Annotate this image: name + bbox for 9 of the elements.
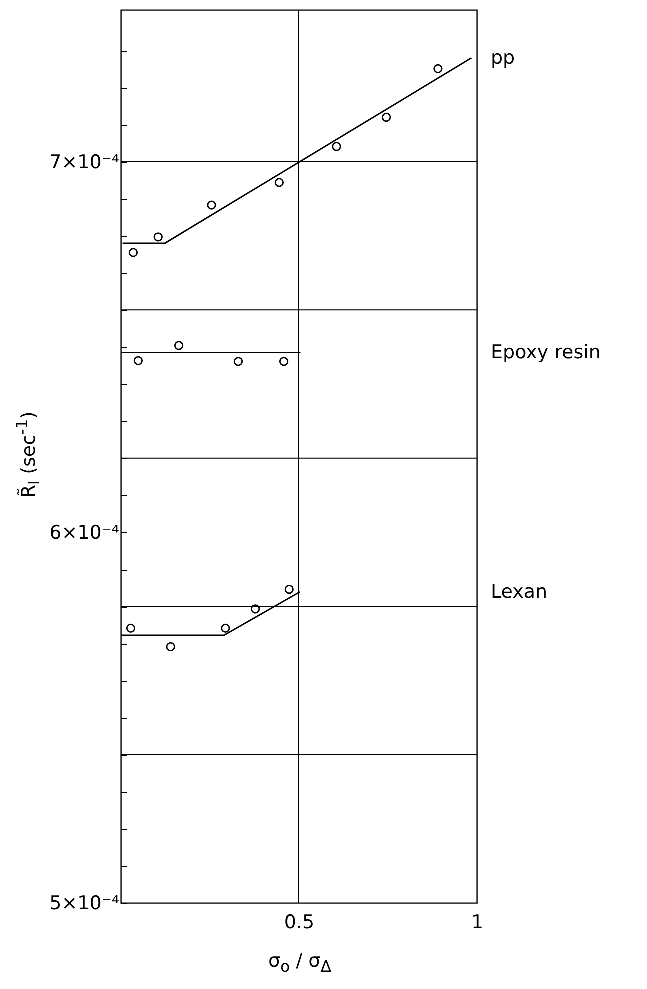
series-label: pp — [491, 47, 516, 70]
x-tick-label: 1 — [471, 912, 484, 934]
y-tick-label: 6×10⁻⁴ — [50, 522, 120, 544]
x-axis-title: σ$_{o}$ / σ$_{Δ}$ — [268, 950, 332, 976]
text: Epoxy resin — [491, 342, 601, 364]
x-tick-label: 0.5 — [284, 912, 315, 934]
y-tick-label: 5×10⁻⁴ — [50, 892, 120, 914]
y-tick-label: 7×10⁻⁴ — [50, 151, 120, 174]
text: Lexan — [491, 581, 548, 604]
